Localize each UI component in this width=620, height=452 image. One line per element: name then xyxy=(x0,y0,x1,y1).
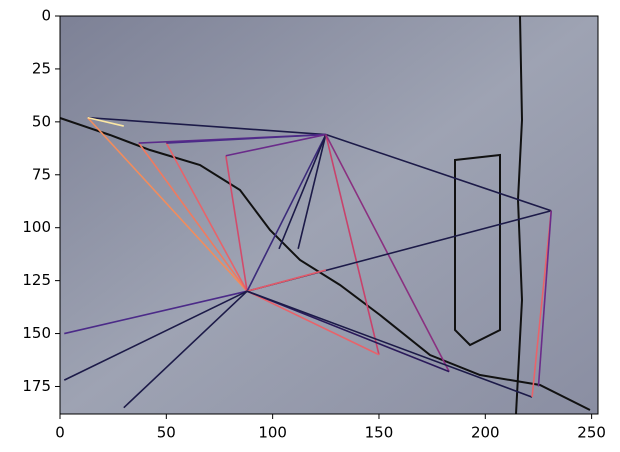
y-tick-label: 150 xyxy=(22,324,51,342)
x-tick-label: 200 xyxy=(471,424,500,442)
y-tick-label: 100 xyxy=(22,218,51,236)
y-tick-label: 175 xyxy=(22,377,51,395)
y-tick-label: 25 xyxy=(32,59,51,77)
x-tick-label: 100 xyxy=(258,424,287,442)
image-background xyxy=(60,16,598,414)
x-tick-label: 150 xyxy=(365,424,394,442)
y-tick-label: 125 xyxy=(22,271,51,289)
y-tick-label: 75 xyxy=(32,165,51,183)
y-tick-label: 0 xyxy=(41,7,51,25)
chart: 0 50 100 150 200 250 0 25 50 75 100 125 150 175 xyxy=(0,0,620,448)
x-tick-label: 50 xyxy=(157,424,176,442)
x-tick-label: 0 xyxy=(55,424,65,442)
x-tick-label: 250 xyxy=(577,424,606,442)
y-tick-label: 50 xyxy=(32,112,51,130)
